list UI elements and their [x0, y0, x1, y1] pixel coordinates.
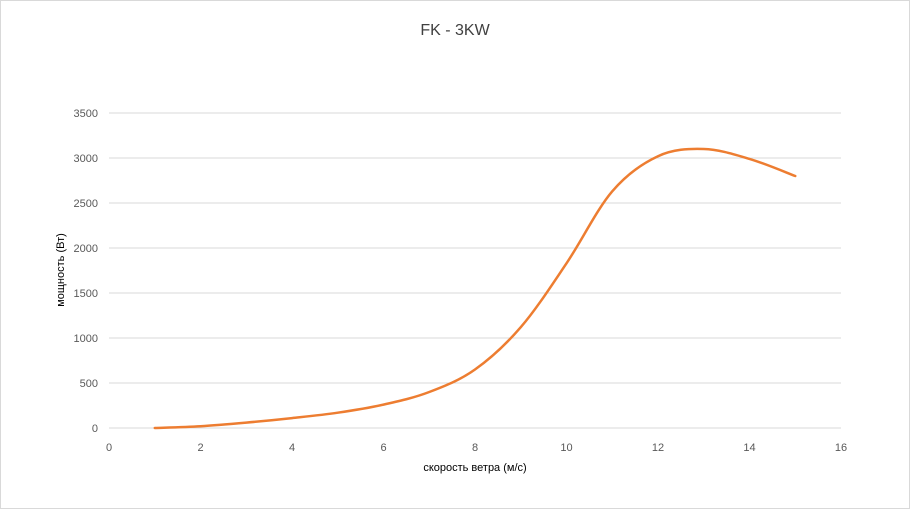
y-tick-label: 1500 [74, 288, 98, 300]
y-axis-ticks: 0 500 1000 1500 2000 2500 3000 3500 [74, 108, 98, 435]
x-tick-label: 8 [472, 442, 478, 454]
x-tick-label: 0 [106, 442, 112, 454]
y-tick-label: 1000 [74, 333, 98, 345]
y-tick-label: 2500 [74, 198, 98, 210]
x-tick-label: 10 [560, 442, 572, 454]
x-axis-label: скорость ветра (м/с) [423, 462, 526, 474]
x-tick-label: 16 [835, 442, 847, 454]
x-tick-label: 14 [743, 442, 755, 454]
y-tick-label: 500 [80, 378, 98, 390]
y-tick-label: 2000 [74, 243, 98, 255]
y-tick-label: 3000 [74, 153, 98, 165]
y-axis-label: мощность (Вт) [55, 233, 67, 307]
gridlines [109, 112, 841, 429]
chart-title: FK - 3KW [420, 22, 490, 39]
series-layer [153, 147, 797, 430]
series-line [153, 147, 797, 430]
y-tick-label: 0 [92, 423, 98, 435]
x-tick-label: 2 [197, 442, 203, 454]
x-tick-label: 12 [652, 442, 664, 454]
x-tick-label: 6 [380, 442, 386, 454]
x-axis-ticks: 0 2 4 6 8 10 12 14 16 [106, 442, 847, 454]
y-tick-label: 3500 [74, 108, 98, 120]
x-tick-label: 4 [289, 442, 295, 454]
